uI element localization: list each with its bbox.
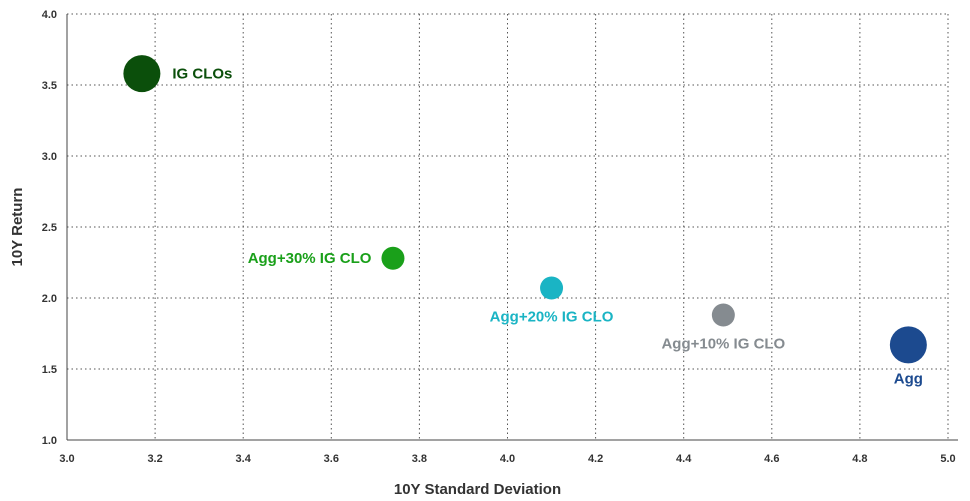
x-tick-label: 3.4 — [236, 453, 252, 465]
y-tick-label: 3.0 — [42, 151, 57, 163]
x-tick-labels: 3.0 3.2 3.4 3.6 3.8 4.0 4.2 4.4 4.6 4.8 5.0 — [59, 453, 955, 465]
grid — [67, 13, 949, 440]
y-tick-label: 4.0 — [42, 9, 57, 21]
x-tick-label: 4.4 — [676, 453, 692, 465]
y-tick-label: 2.5 — [42, 222, 57, 234]
y-tick-label: 1.0 — [42, 435, 57, 447]
x-tick-label: 3.6 — [324, 453, 339, 465]
x-tick-label: 5.0 — [940, 453, 955, 465]
point-label: Agg — [894, 370, 923, 387]
x-tick-label: 3.2 — [147, 453, 162, 465]
point-label: IG CLOs — [172, 66, 232, 83]
x-tick-label: 4.6 — [764, 453, 779, 465]
data-point — [381, 246, 405, 270]
y-axis-title: 10Y Return — [9, 188, 26, 267]
data-points — [123, 55, 927, 364]
data-point — [711, 303, 735, 327]
x-tick-label: 4.2 — [588, 453, 603, 465]
x-tick-label: 3.0 — [59, 453, 74, 465]
x-tick-label: 4.8 — [852, 453, 867, 465]
data-point — [889, 326, 927, 364]
point-labels: IG CLOs Agg+30% IG CLO Agg+20% IG CLO Agg+1… — [172, 66, 923, 388]
axes — [66, 14, 958, 441]
data-point — [540, 276, 564, 300]
x-tick-label: 4.0 — [500, 453, 515, 465]
data-point — [123, 55, 161, 93]
x-axis-title: 10Y Standard Deviation — [394, 481, 561, 498]
y-tick-label: 2.0 — [42, 293, 57, 305]
y-tick-label: 1.5 — [42, 364, 57, 376]
point-label: Agg+30% IG CLO — [248, 250, 372, 267]
y-tick-label: 3.5 — [42, 80, 57, 92]
y-tick-labels: 1.0 1.5 2.0 2.5 3.0 3.5 4.0 — [42, 9, 57, 447]
point-label: Agg+10% IG CLO — [661, 336, 785, 353]
x-tick-label: 3.8 — [412, 453, 427, 465]
point-label: Agg+20% IG CLO — [490, 309, 614, 326]
